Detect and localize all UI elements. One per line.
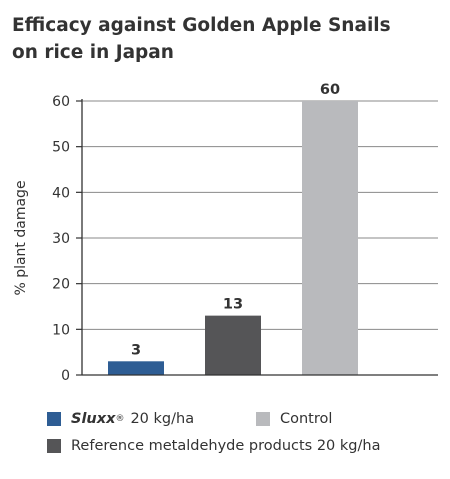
axes — [76, 99, 438, 376]
legend-label-control: Control — [280, 411, 333, 427]
y-tick-label-20: 20 — [52, 277, 70, 293]
bar-1 — [108, 361, 164, 375]
y-tick-label-50: 50 — [52, 140, 70, 156]
y-tick-label-30: 30 — [52, 231, 70, 247]
legend-label-reference: Reference metaldehyde products 20 kg/ha — [71, 438, 381, 454]
legend-swatch-control — [256, 412, 270, 426]
y-tick-label-40: 40 — [52, 185, 70, 201]
bar-3 — [302, 101, 358, 375]
legend-item-control: Control — [256, 411, 332, 427]
legend-swatch-sluxx — [47, 412, 61, 426]
y-tick-label-60: 60 — [52, 94, 70, 110]
registered-mark: ® — [115, 414, 125, 424]
labels: 0 10 20 30 40 50 60 % plant damage 3 13 60 — [13, 82, 340, 384]
chart-title-line-2: on rice in Japan — [12, 42, 174, 63]
y-tick-label-10: 10 — [52, 322, 70, 338]
bar-value-label-2: 13 — [223, 297, 243, 313]
bar-value-label-3: 60 — [320, 82, 340, 98]
bar-2 — [205, 315, 261, 375]
legend-swatch-reference — [47, 439, 61, 453]
bars — [108, 101, 358, 375]
y-axis-title: % plant damage — [13, 180, 29, 295]
legend-dose: 20 kg/ha — [130, 411, 195, 427]
chart-title-line-1: Efficacy against Golden Apple Snails — [12, 15, 391, 36]
legend-item-reference: Reference metaldehyde products 20 kg/ha — [47, 438, 380, 454]
legend-item-sluxx: Sluxx ® 20 kg/ha — [47, 411, 194, 427]
bar-value-label-1: 3 — [131, 342, 141, 358]
y-tick-label-0: 0 — [61, 368, 70, 384]
gridlines — [82, 100, 438, 330]
chart-title: Efficacy against Golden Apple Snails on … — [12, 12, 442, 66]
legend-brand-name: Sluxx — [71, 411, 116, 427]
